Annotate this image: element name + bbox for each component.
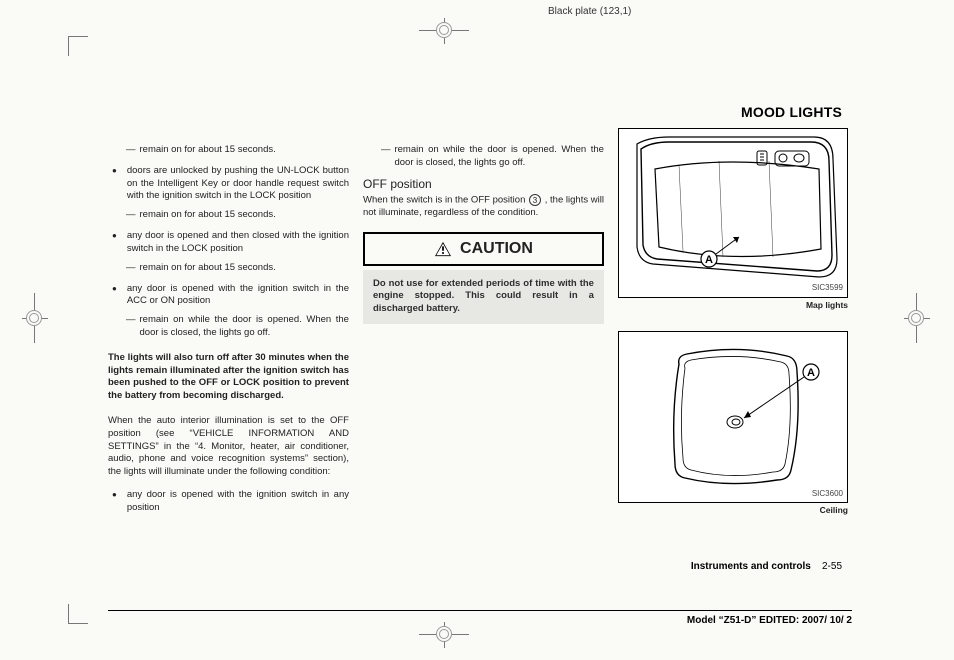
footer-edited-date: 2007/ 10/ 2 — [802, 615, 852, 626]
circled-number: 3 — [529, 194, 541, 206]
section-title: MOOD LIGHTS — [741, 104, 842, 120]
bullet-icon: ● — [112, 230, 117, 256]
column-2: — remain on while the door is opened. Wh… — [363, 108, 604, 588]
dash-text: remain on for about 15 seconds. — [140, 262, 349, 275]
caution-label: CAUTION — [460, 238, 533, 260]
figure-code: SIC3600 — [812, 489, 843, 500]
subheading-off: OFF position — [363, 176, 604, 192]
paragraph: When the auto interior illumination is s… — [108, 415, 349, 479]
footer-model-label: Model — [687, 615, 716, 626]
figure-caption: Ceiling — [618, 505, 848, 516]
dash-icon: — — [126, 262, 136, 275]
footer-model-line: Model “Z51-D” EDITED: 2007/ 10/ 2 — [108, 610, 852, 626]
bold-paragraph: The lights will also turn off after 30 m… — [108, 352, 349, 403]
bullet-item: ● any door is opened and then closed wit… — [112, 230, 349, 256]
ceiling-illustration: A — [619, 332, 847, 502]
paragraph: When the switch is in the OFF position 3… — [363, 194, 604, 220]
dash-item: — remain on while the door is opened. Wh… — [126, 314, 349, 340]
footer-edited-label: EDITED: — [759, 615, 799, 626]
figure-code: SIC3599 — [812, 283, 843, 294]
bullet-item: ● doors are unlocked by pushing the UN-L… — [112, 165, 349, 203]
caution-body: Do not use for extended periods of time … — [363, 270, 604, 324]
footer-model-value: “Z51-D” — [719, 615, 757, 626]
footer-section: Instruments and controls — [691, 561, 811, 572]
dash-text: remain on for about 15 seconds. — [140, 144, 349, 157]
map-lights-illustration: A — [619, 129, 847, 297]
bullet-item: ● any door is opened with the ignition s… — [112, 283, 349, 309]
column-3: A SIC3599 Map lights A SIC3600 — [618, 108, 852, 588]
dash-item: — remain on for about 15 seconds. — [126, 209, 349, 222]
bullet-icon: ● — [112, 283, 117, 309]
caution-header: CAUTION — [363, 232, 604, 266]
bullet-icon: ● — [112, 489, 117, 515]
dash-item: — remain on for about 15 seconds. — [126, 144, 349, 157]
bullet-icon: ● — [112, 165, 117, 203]
footer-section-page: Instruments and controls 2-55 — [691, 561, 842, 572]
figure-caption: Map lights — [618, 300, 848, 311]
svg-text:A: A — [705, 254, 713, 266]
dash-icon: — — [381, 144, 391, 170]
warning-triangle-icon — [434, 241, 452, 257]
svg-text:A: A — [807, 367, 815, 379]
dash-icon: — — [126, 209, 136, 222]
column-1: — remain on for about 15 seconds. ● door… — [108, 108, 349, 588]
bullet-item: ● any door is opened with the ignition s… — [112, 489, 349, 515]
bullet-text: any door is opened and then closed with … — [127, 230, 349, 256]
figure-ceiling: A SIC3600 — [618, 331, 848, 503]
para-pre: When the switch is in the OFF position — [363, 194, 528, 205]
plate-label: Black plate (123,1) — [548, 6, 631, 17]
dash-text: remain on while the door is opened. When… — [140, 314, 349, 340]
page-content: MOOD LIGHTS — remain on for about 15 sec… — [108, 108, 852, 588]
dash-item: — remain on while the door is opened. Wh… — [381, 144, 604, 170]
dash-item: — remain on for about 15 seconds. — [126, 262, 349, 275]
dash-text: remain on for about 15 seconds. — [140, 209, 349, 222]
dash-text: remain on while the door is opened. When… — [394, 144, 603, 170]
dash-icon: — — [126, 314, 136, 340]
bullet-text: any door is opened with the ignition swi… — [127, 283, 349, 309]
dash-icon: — — [126, 144, 136, 157]
footer-page: 2-55 — [822, 561, 842, 572]
bullet-text: any door is opened with the ignition swi… — [127, 489, 349, 515]
bullet-text: doors are unlocked by pushing the UN-LOC… — [127, 165, 349, 203]
figure-map-lights: A SIC3599 — [618, 128, 848, 298]
